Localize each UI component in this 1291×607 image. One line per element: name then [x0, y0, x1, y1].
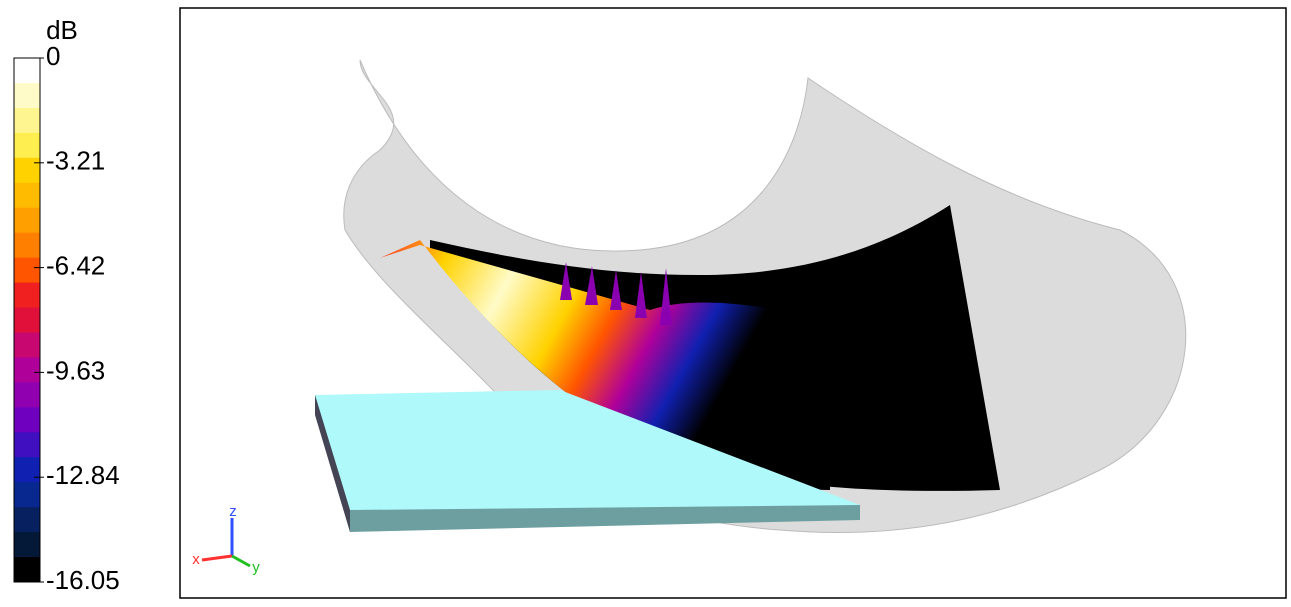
legend-label: -16.05	[46, 565, 120, 595]
y-label: y	[252, 559, 260, 576]
color-band	[14, 407, 40, 433]
y-axis	[231, 554, 251, 568]
color-band	[14, 382, 40, 408]
color-band	[14, 58, 40, 84]
color-legend: dB 0 -3.21 -6.42 -9.63 -12.84 -16.05	[13, 15, 120, 595]
x-axis	[201, 554, 233, 562]
color-band	[14, 432, 40, 458]
color-band	[14, 557, 40, 583]
color-band	[14, 107, 40, 134]
color-band	[14, 307, 40, 333]
color-band	[14, 332, 40, 358]
legend-label: -9.63	[46, 355, 105, 385]
color-band	[14, 507, 40, 533]
color-band	[14, 132, 40, 159]
x-label: x	[192, 551, 200, 568]
color-band	[14, 532, 40, 558]
legend-title: dB	[46, 15, 78, 45]
color-band	[14, 207, 40, 234]
scene	[315, 59, 1187, 533]
legend-label: -12.84	[46, 460, 120, 490]
color-bar-frame	[13, 57, 41, 583]
legend-label: 0	[46, 41, 60, 71]
heatmap	[380, 240, 840, 490]
color-band	[14, 182, 40, 209]
legend-label: -3.21	[46, 146, 105, 176]
probes	[560, 262, 672, 325]
color-band	[14, 257, 40, 284]
slab-top	[315, 390, 860, 510]
color-band	[14, 457, 40, 483]
color-band	[14, 82, 40, 109]
color-band	[14, 357, 40, 383]
slab-edge	[315, 395, 350, 532]
color-band	[14, 282, 40, 309]
color-band	[14, 232, 40, 259]
legend-label: -6.42	[46, 250, 105, 280]
z-label: z	[229, 503, 237, 520]
color-band	[14, 482, 40, 508]
color-band	[14, 157, 40, 184]
axis-triad: z x y	[192, 503, 260, 576]
